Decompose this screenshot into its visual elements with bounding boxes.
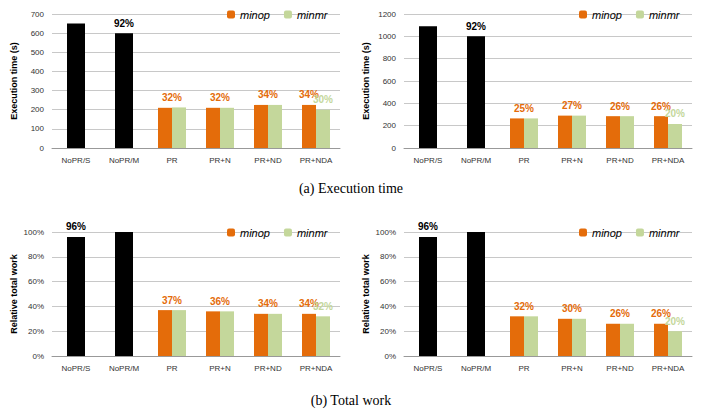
svg-text:100: 100 [31,124,45,133]
svg-text:20%: 20% [665,316,685,327]
svg-text:Relative total work: Relative total work [361,253,371,334]
svg-text:NoPR/S: NoPR/S [414,156,443,165]
svg-text:0: 0 [392,144,397,153]
svg-text:600: 600 [31,29,45,38]
svg-text:minmr: minmr [297,9,329,21]
svg-text:PR+ND: PR+ND [606,364,634,373]
svg-text:Execution time (s): Execution time (s) [361,42,371,120]
svg-text:40%: 40% [28,302,44,311]
svg-text:PR+N: PR+N [209,156,231,165]
svg-text:PR+NDA: PR+NDA [300,364,333,373]
svg-text:PR: PR [166,156,177,165]
svg-text:34%: 34% [299,89,319,101]
svg-text:PR+ND: PR+ND [606,156,634,165]
svg-text:500: 500 [31,48,45,57]
svg-text:(b) Total work: (b) Total work [311,393,391,409]
svg-text:30%: 30% [562,303,582,314]
svg-text:0%: 0% [32,352,44,361]
svg-text:20%: 20% [665,108,685,119]
svg-text:PR+ND: PR+ND [254,364,282,373]
svg-text:26%: 26% [651,100,671,112]
svg-text:Relative total work: Relative total work [9,253,19,334]
svg-text:27%: 27% [562,100,582,111]
svg-text:80%: 80% [28,252,44,261]
svg-text:200: 200 [31,105,45,114]
svg-text:20%: 20% [28,327,44,336]
svg-text:32%: 32% [514,301,534,312]
svg-text:NoPR/M: NoPR/M [461,364,492,373]
svg-text:26%: 26% [610,308,630,319]
svg-text:60%: 60% [28,277,44,286]
svg-text:PR+N: PR+N [209,364,231,373]
svg-text:minop: minop [240,9,270,21]
svg-text:32%: 32% [313,301,333,312]
svg-text:34%: 34% [258,298,278,309]
svg-text:NoPR/M: NoPR/M [109,364,140,373]
svg-text:26%: 26% [651,308,671,320]
svg-text:96%: 96% [66,221,86,232]
svg-text:300: 300 [31,86,45,95]
svg-text:1200: 1200 [378,10,396,19]
svg-text:minop: minop [240,227,270,239]
svg-text:NoPR/S: NoPR/S [62,364,91,373]
svg-text:34%: 34% [258,89,278,100]
svg-text:minmr: minmr [297,227,329,239]
svg-text:36%: 36% [210,296,230,307]
svg-text:800: 800 [383,54,397,63]
svg-text:PR+N: PR+N [561,364,583,373]
svg-text:Execution time (s): Execution time (s) [9,42,19,120]
svg-text:0: 0 [40,144,45,153]
svg-text:100%: 100% [376,228,396,237]
svg-text:PR+NDA: PR+NDA [652,364,685,373]
svg-text:minop: minop [592,9,622,21]
svg-text:(a) Execution time: (a) Execution time [299,181,403,197]
svg-text:100%: 100% [24,228,44,237]
svg-text:NoPR/M: NoPR/M [109,156,140,165]
svg-text:PR+NDA: PR+NDA [652,156,685,165]
svg-text:PR: PR [518,156,529,165]
svg-text:34%: 34% [299,298,319,310]
svg-text:1000: 1000 [378,32,396,41]
svg-text:400: 400 [383,99,397,108]
svg-text:PR+NDA: PR+NDA [300,156,333,165]
svg-text:400: 400 [31,67,45,76]
svg-text:20%: 20% [380,327,396,336]
svg-text:92%: 92% [114,18,134,29]
svg-text:minop: minop [592,227,622,239]
svg-text:NoPR/M: NoPR/M [461,156,492,165]
svg-text:0%: 0% [384,352,396,361]
svg-text:80%: 80% [380,252,396,261]
svg-text:37%: 37% [162,295,182,306]
svg-text:NoPR/S: NoPR/S [62,156,91,165]
svg-text:PR+ND: PR+ND [254,156,282,165]
svg-text:PR: PR [518,364,529,373]
svg-text:92%: 92% [466,21,486,32]
svg-text:25%: 25% [514,103,534,114]
svg-text:200: 200 [383,121,397,130]
svg-text:600: 600 [383,77,397,86]
svg-text:PR+N: PR+N [561,156,583,165]
svg-text:minmr: minmr [649,227,681,239]
svg-text:32%: 32% [162,92,182,103]
svg-text:40%: 40% [380,302,396,311]
svg-text:96%: 96% [418,221,438,232]
svg-text:NoPR/S: NoPR/S [414,364,443,373]
svg-text:PR: PR [166,364,177,373]
svg-text:60%: 60% [380,277,396,286]
svg-text:26%: 26% [610,101,630,112]
svg-text:32%: 32% [210,92,230,103]
svg-text:700: 700 [31,10,45,19]
svg-text:minmr: minmr [649,9,681,21]
svg-text:30%: 30% [313,94,333,105]
